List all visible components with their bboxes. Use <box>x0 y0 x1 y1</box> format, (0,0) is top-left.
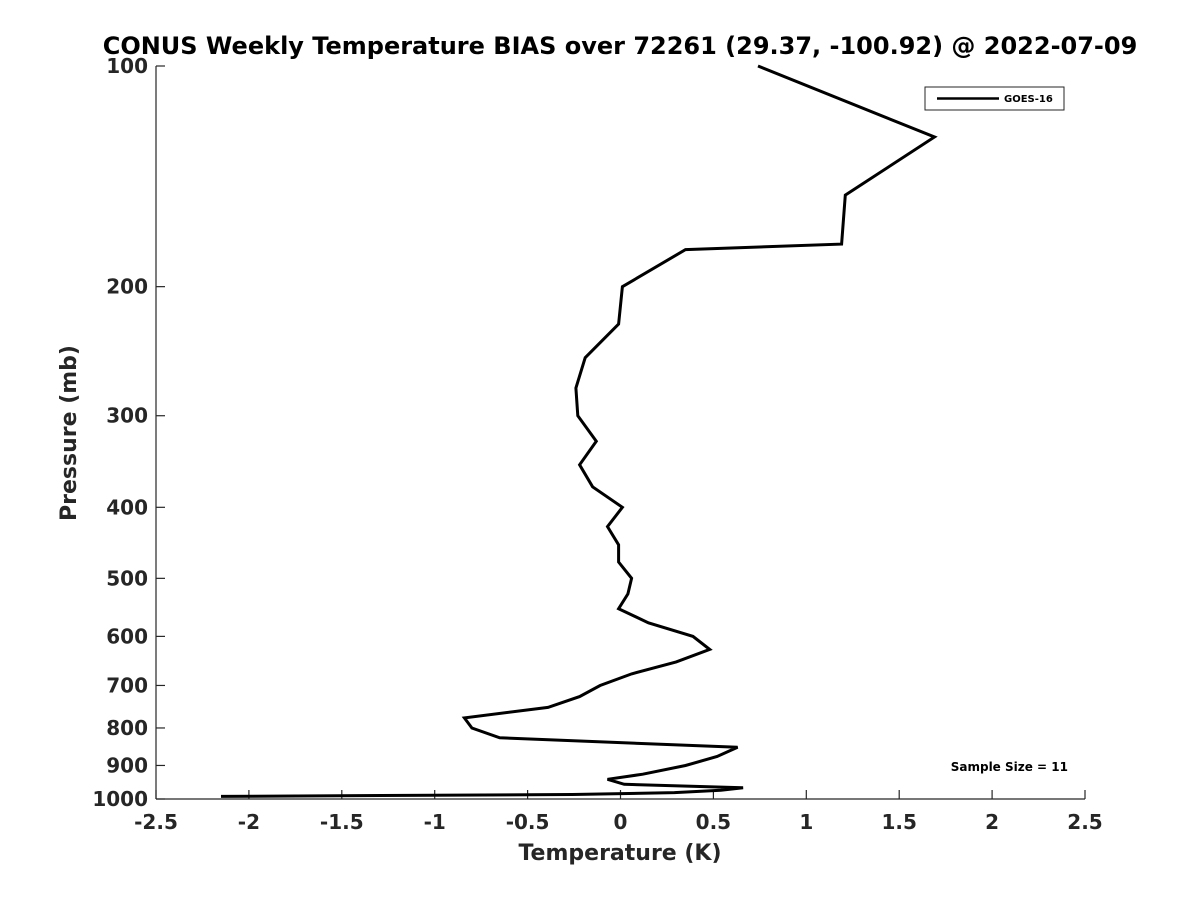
y-tick-label: 300 <box>106 404 148 428</box>
legend-entry-goes-16: GOES-16 <box>1004 94 1053 105</box>
x-tick-label: -1.5 <box>320 810 364 834</box>
y-tick-label: 100 <box>106 54 148 78</box>
legend: GOES-16 <box>924 86 1065 111</box>
y-tick-label: 400 <box>106 495 148 519</box>
y-ticks: 100 200 300 400 500 600 700 800 900 1000 <box>92 54 165 811</box>
series-line-goes-16 <box>220 64 938 798</box>
x-axis-label: Temperature (K) <box>518 841 721 866</box>
x-tick-label: -0.5 <box>506 810 550 834</box>
x-tick-label: 1 <box>799 810 813 834</box>
y-tick-label: 900 <box>106 753 148 777</box>
x-tick-label: -2.5 <box>134 810 178 834</box>
x-tick-label: 2 <box>985 810 999 834</box>
x-tick-label: 0 <box>614 810 628 834</box>
x-tick-label: -1 <box>424 810 446 834</box>
plot-area: -2.5 -2 -1.5 -1 -0.5 0 0.5 1 1.5 2 2.5 100 200 300 40… <box>92 54 1102 834</box>
series-layer <box>220 64 938 798</box>
y-axis-label: Pressure (mb) <box>57 345 82 521</box>
chart-title: CONUS Weekly Temperature BIAS over 72261… <box>103 32 1138 60</box>
y-tick-label: 200 <box>106 275 148 299</box>
y-tick-label: 600 <box>106 624 148 648</box>
x-tick-label: 0.5 <box>696 810 731 834</box>
y-tick-label: 500 <box>106 566 148 590</box>
x-tick-label: 2.5 <box>1067 810 1102 834</box>
y-tick-label: 800 <box>106 716 148 740</box>
x-tick-label: 1.5 <box>881 810 916 834</box>
y-tick-label: 700 <box>106 673 148 697</box>
sample-size-annotation: Sample Size = 11 <box>951 760 1068 774</box>
y-tick-label: 1000 <box>92 787 148 811</box>
x-tick-label: -2 <box>238 810 260 834</box>
